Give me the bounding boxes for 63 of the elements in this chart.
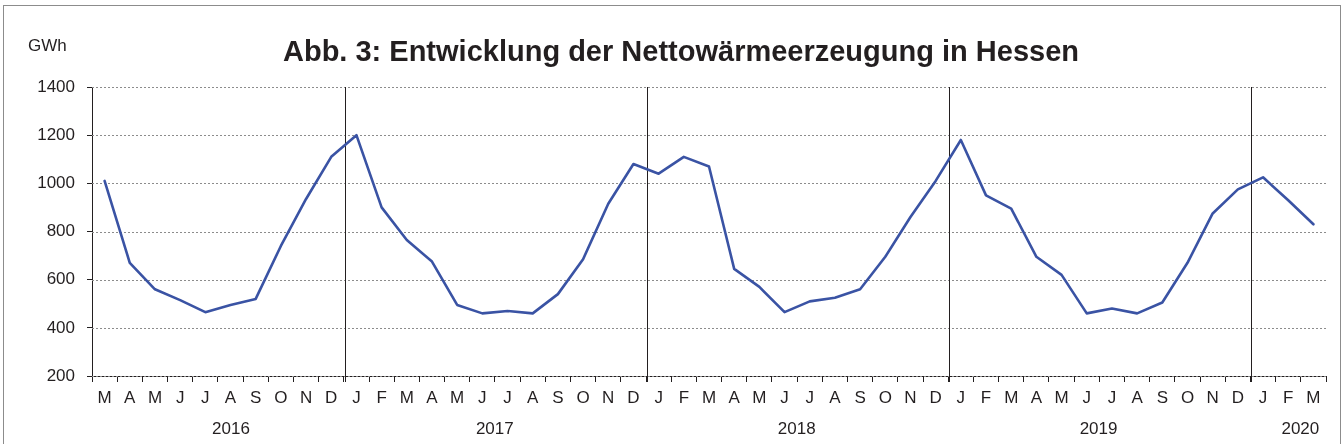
y-tick-label: 400 [46, 317, 75, 337]
x-tick-label: M [1306, 387, 1321, 407]
x-tick-label: A [829, 387, 842, 407]
x-tick-label: M [147, 387, 163, 407]
x-tick-label: J [201, 387, 210, 407]
x-tick-label: A [527, 387, 540, 407]
y-tick-label: 1400 [37, 76, 75, 96]
x-tick-label: A [224, 387, 237, 407]
x-tick-label: M [450, 387, 465, 407]
chart-title: Abb. 3: Entwicklung der Nettowärmeerzeugung in Hessen [282, 35, 1079, 67]
x-tick-label: M [399, 387, 414, 407]
x-tick-label: A [728, 387, 741, 407]
x-tick-label: A [426, 387, 439, 407]
x-tick-label: D [1231, 387, 1244, 407]
x-tick-label: F [376, 387, 387, 407]
x2-tick-label: 2016 [212, 418, 250, 438]
x-tick-label: D [929, 387, 942, 407]
x-tick-label: J [478, 387, 487, 407]
x-tick-label: D [627, 387, 640, 407]
x-tick-label: M [752, 387, 767, 407]
x-tick-label: M [1004, 387, 1019, 407]
x-tick-label: J [503, 387, 512, 407]
y-tick-label: 1200 [37, 124, 75, 144]
x-tick-label: O [878, 387, 892, 407]
x2-tick-label: 2019 [1079, 418, 1118, 438]
x-tick-label: O [1180, 387, 1195, 407]
x-tick-label: A [1131, 387, 1144, 407]
x2-tick-label: 2018 [777, 418, 816, 438]
x2-tick-label: 2017 [475, 418, 514, 438]
x-tick-label: N [602, 387, 615, 407]
y-tick-label: 800 [46, 221, 75, 241]
x-tick-label: J [352, 387, 361, 407]
x-tick-label: S [854, 387, 866, 407]
x-tick-label: M [1054, 387, 1069, 407]
x-tick-label: F [980, 387, 992, 407]
x-tick-label: O [274, 387, 288, 407]
x-tick-label: N [299, 387, 313, 407]
x-tick-label: J [805, 387, 814, 407]
x-tick-label: S [1156, 387, 1168, 407]
x-tick-label: J [956, 387, 966, 407]
x-tick-label: M [701, 387, 717, 407]
x-tick-label: J [654, 387, 663, 407]
x-tick-label: A [124, 387, 137, 407]
x-tick-label: F [678, 387, 690, 407]
x-tick-label: S [552, 387, 564, 407]
x-tick-label: F [1283, 387, 1294, 407]
x-tick-label: J [1107, 387, 1117, 407]
x-tick-label: A [1030, 387, 1043, 407]
x-tick-label: S [250, 387, 262, 407]
y-tick-label: 1000 [37, 173, 75, 193]
x-tick-label: D [325, 387, 338, 407]
y-tick-label: 200 [46, 365, 75, 385]
x-tick-label: J [1082, 387, 1092, 407]
x-tick-label: J [1258, 387, 1268, 407]
x-tick-label: M [97, 387, 112, 407]
x-tick-label: N [904, 387, 917, 407]
x2-tick-label: 2020 [1281, 418, 1320, 438]
x-tick-label: J [780, 387, 789, 407]
y-tick-label: 600 [46, 269, 75, 289]
x-tick-label: O [576, 387, 590, 407]
x-tick-label: N [1206, 387, 1219, 407]
y-axis-title: GWh [28, 36, 67, 56]
x-tick-label: J [175, 387, 185, 407]
